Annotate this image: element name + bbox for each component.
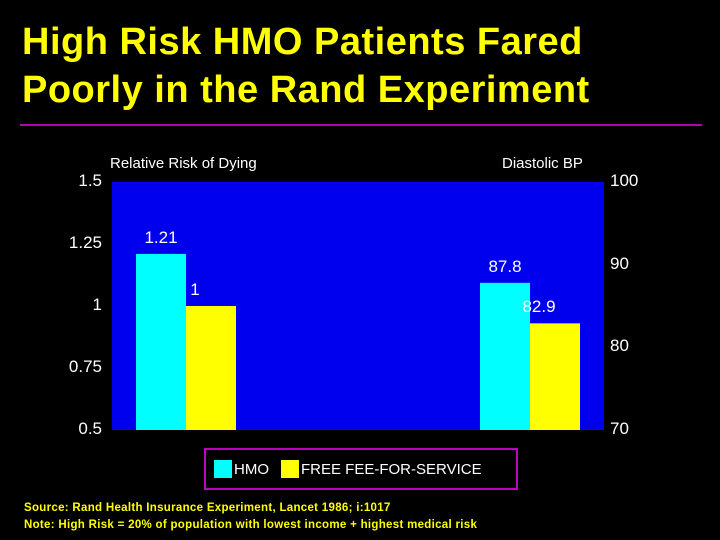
source-footnote: Source: Rand Health Insurance Experiment… xyxy=(24,502,391,514)
bar-hmo-right xyxy=(480,282,530,430)
title-divider xyxy=(20,124,702,126)
legend-swatch-ffs xyxy=(281,460,299,478)
left-tick-label: 1.25 xyxy=(68,233,102,252)
title-line-2: Poorly in the Rand Experiment xyxy=(22,69,590,111)
right-tick-label: 100 xyxy=(610,171,639,190)
note-footnote: Note: High Risk = 20% of population with… xyxy=(24,519,478,531)
right-tick-label: 70 xyxy=(610,419,629,438)
left-tick-label: 1.5 xyxy=(78,171,102,190)
legend-item-ffs: FREE FEE-FOR-SERVICE xyxy=(281,460,482,478)
left-tick-label: 1 xyxy=(92,295,102,314)
legend-label-hmo: HMO xyxy=(234,460,269,478)
bar-data-label: 82.9 xyxy=(522,297,556,317)
bar-ffs-right xyxy=(530,323,580,430)
left-tick-label: 0.75 xyxy=(68,357,102,376)
slide-title: High Risk HMO Patients Fared Poorly in t… xyxy=(22,18,712,114)
bar-data-label: 1 xyxy=(190,280,200,299)
bar-data-label: 87.8 xyxy=(488,256,522,276)
right-tick-label: 80 xyxy=(610,336,629,356)
left-tick-label: 0.5 xyxy=(78,419,102,438)
left-axis-title: Relative Risk of Dying xyxy=(110,155,257,172)
legend-swatch-hmo xyxy=(214,460,232,478)
bar-hmo-left xyxy=(136,253,186,430)
title-line-1: High Risk HMO Patients Fared xyxy=(22,21,583,63)
legend-item-hmo: HMO xyxy=(214,460,269,478)
bar-ffs-left xyxy=(186,306,236,430)
chart-legend: HMO FREE FEE-FOR-SERVICE xyxy=(204,448,518,490)
bar-data-label: 1.21 xyxy=(144,227,178,247)
right-tick-label: 90 xyxy=(610,253,629,273)
legend-label-ffs: FREE FEE-FOR-SERVICE xyxy=(301,460,482,478)
right-axis-title: Diastolic BP xyxy=(502,155,583,172)
